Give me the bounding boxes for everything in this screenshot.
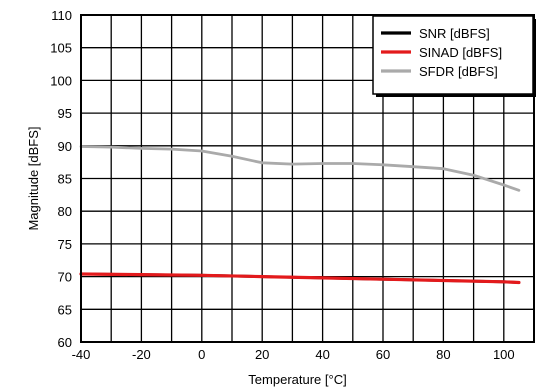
series-lines [79,145,521,285]
legend-label: SFDR [dBFS] [419,64,498,79]
x-tick-label: 100 [493,347,515,362]
x-tick-labels: -40 -20 0 20 40 60 80 100 [72,347,515,362]
y-tick-label: 100 [50,73,72,88]
series-line [79,145,521,192]
x-tick-label: -40 [72,347,91,362]
x-tick-label: 20 [255,347,269,362]
legend-box [372,15,534,95]
y-tick-label: 105 [50,41,72,56]
x-axis-label: Temperature [°C] [248,372,346,387]
y-tick-label: 95 [58,106,72,121]
x-tick-label: 60 [376,347,390,362]
y-tick-label: 60 [58,335,72,350]
series-line [79,272,521,285]
y-tick-label: 70 [58,270,72,285]
x-tick-label: 80 [436,347,450,362]
y-axis-label: Magnitude [dBFS] [26,126,41,230]
y-tick-label: 85 [58,172,72,187]
y-tick-label: 75 [58,237,72,252]
x-tick-label: -20 [132,347,151,362]
y-tick-label: 110 [51,8,72,23]
y-tick-labels: 60 65 70 75 80 85 90 95 100 105 110 [50,8,72,350]
legend: SNR [dBFS] SINAD [dBFS] SFDR [dBFS] [372,15,536,97]
legend-label: SNR [dBFS] [419,26,490,41]
x-tick-label: 0 [198,347,205,362]
x-tick-label: 40 [315,347,329,362]
y-tick-label: 65 [58,302,72,317]
legend-label: SINAD [dBFS] [419,45,502,60]
y-tick-label: 90 [58,139,72,154]
y-tick-label: 80 [58,204,72,219]
plot-frame [80,14,535,343]
